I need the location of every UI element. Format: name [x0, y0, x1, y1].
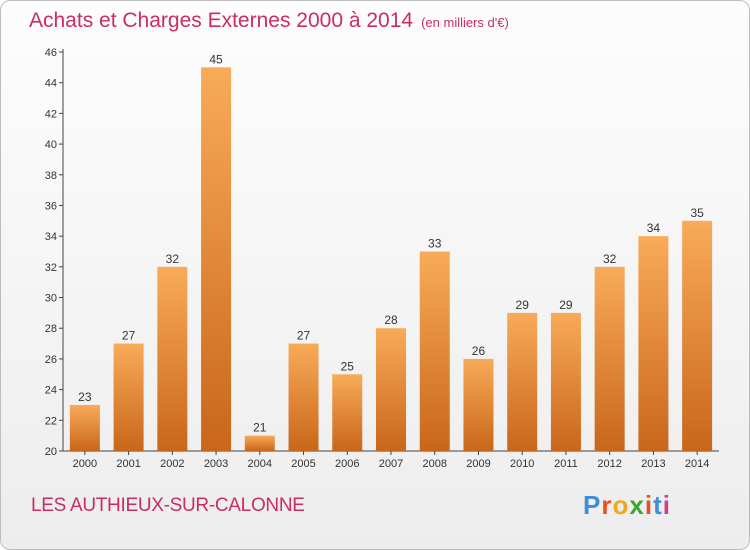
bar	[244, 435, 275, 451]
chart-title-text: Achats et Charges Externes 2000 à 2014	[29, 9, 414, 32]
bar-value-label: 32	[166, 252, 180, 266]
x-tick-label: 2013	[641, 458, 665, 470]
y-tick-label: 24	[45, 385, 57, 397]
bar-value-label: 34	[647, 221, 661, 235]
bar	[157, 266, 188, 451]
x-tick-label: 2000	[73, 458, 97, 470]
x-tick-label: 2008	[422, 458, 446, 470]
bar	[594, 266, 625, 451]
bar	[69, 404, 100, 451]
x-tick-label: 2012	[597, 458, 621, 470]
x-tick-label: 2001	[116, 458, 140, 470]
bar	[113, 343, 144, 451]
logo-letter: P	[583, 490, 602, 520]
y-tick-label: 20	[45, 446, 57, 458]
y-tick-label: 42	[45, 108, 57, 120]
bar	[550, 312, 581, 451]
y-tick-label: 30	[45, 293, 57, 305]
y-tick-label: 44	[45, 78, 57, 90]
bar-value-label: 21	[253, 421, 267, 435]
x-tick-label: 2006	[335, 458, 359, 470]
bar-value-label: 27	[122, 329, 136, 343]
proxiti-logo: Proxiti	[583, 490, 671, 521]
bar	[682, 220, 713, 451]
y-tick-label: 22	[45, 415, 57, 427]
x-tick-label: 2003	[204, 458, 228, 470]
logo-letter: t	[653, 490, 663, 520]
y-tick-label: 26	[45, 354, 57, 366]
chart-subtitle: (en milliers d'€)	[421, 15, 509, 30]
bar-value-label: 29	[516, 298, 530, 312]
bar	[507, 312, 538, 451]
bar-value-label: 23	[78, 390, 92, 404]
y-tick-label: 38	[45, 170, 57, 182]
y-tick-label: 28	[45, 323, 57, 335]
logo-letter: o	[612, 490, 630, 520]
bar	[638, 236, 669, 451]
bar-value-label: 33	[428, 237, 442, 251]
y-tick-label: 32	[45, 262, 57, 274]
y-tick-label: 34	[45, 231, 57, 243]
bar-value-label: 25	[341, 359, 355, 373]
x-tick-label: 2014	[685, 458, 709, 470]
bar	[201, 67, 232, 451]
y-tick-label: 40	[45, 139, 57, 151]
y-tick-label: 46	[45, 47, 57, 59]
bar-value-label: 27	[297, 329, 311, 343]
bar	[288, 343, 319, 451]
logo-letter: x	[629, 490, 645, 520]
bar-value-label: 26	[472, 344, 486, 358]
bar-value-label: 28	[384, 313, 398, 327]
bar	[463, 358, 494, 451]
bar-value-label: 35	[690, 206, 704, 220]
x-tick-label: 2007	[379, 458, 403, 470]
logo-letter: i	[662, 490, 671, 520]
commune-name: LES AUTHIEUX-SUR-CALONNE	[31, 495, 305, 516]
bar	[376, 328, 406, 451]
bar	[419, 251, 450, 451]
bar	[332, 374, 363, 451]
x-tick-label: 2011	[554, 458, 578, 470]
y-tick-label: 36	[45, 200, 57, 212]
x-tick-label: 2002	[160, 458, 184, 470]
bar-value-label: 29	[559, 298, 573, 312]
x-tick-label: 2004	[248, 458, 272, 470]
logo-letter: r	[601, 490, 613, 520]
chart-title: Achats et Charges Externes 2000 à 2014 (e…	[29, 9, 509, 33]
x-tick-label: 2005	[291, 458, 315, 470]
bar-value-label: 32	[603, 252, 617, 266]
x-tick-label: 2009	[466, 458, 490, 470]
x-tick-label: 2010	[510, 458, 534, 470]
bars: 23 27 32 45 21 27 25 28 33 26 29 29 32 34 35	[69, 52, 713, 451]
logo-letter: i	[644, 490, 654, 520]
bar-value-label: 45	[209, 52, 223, 66]
